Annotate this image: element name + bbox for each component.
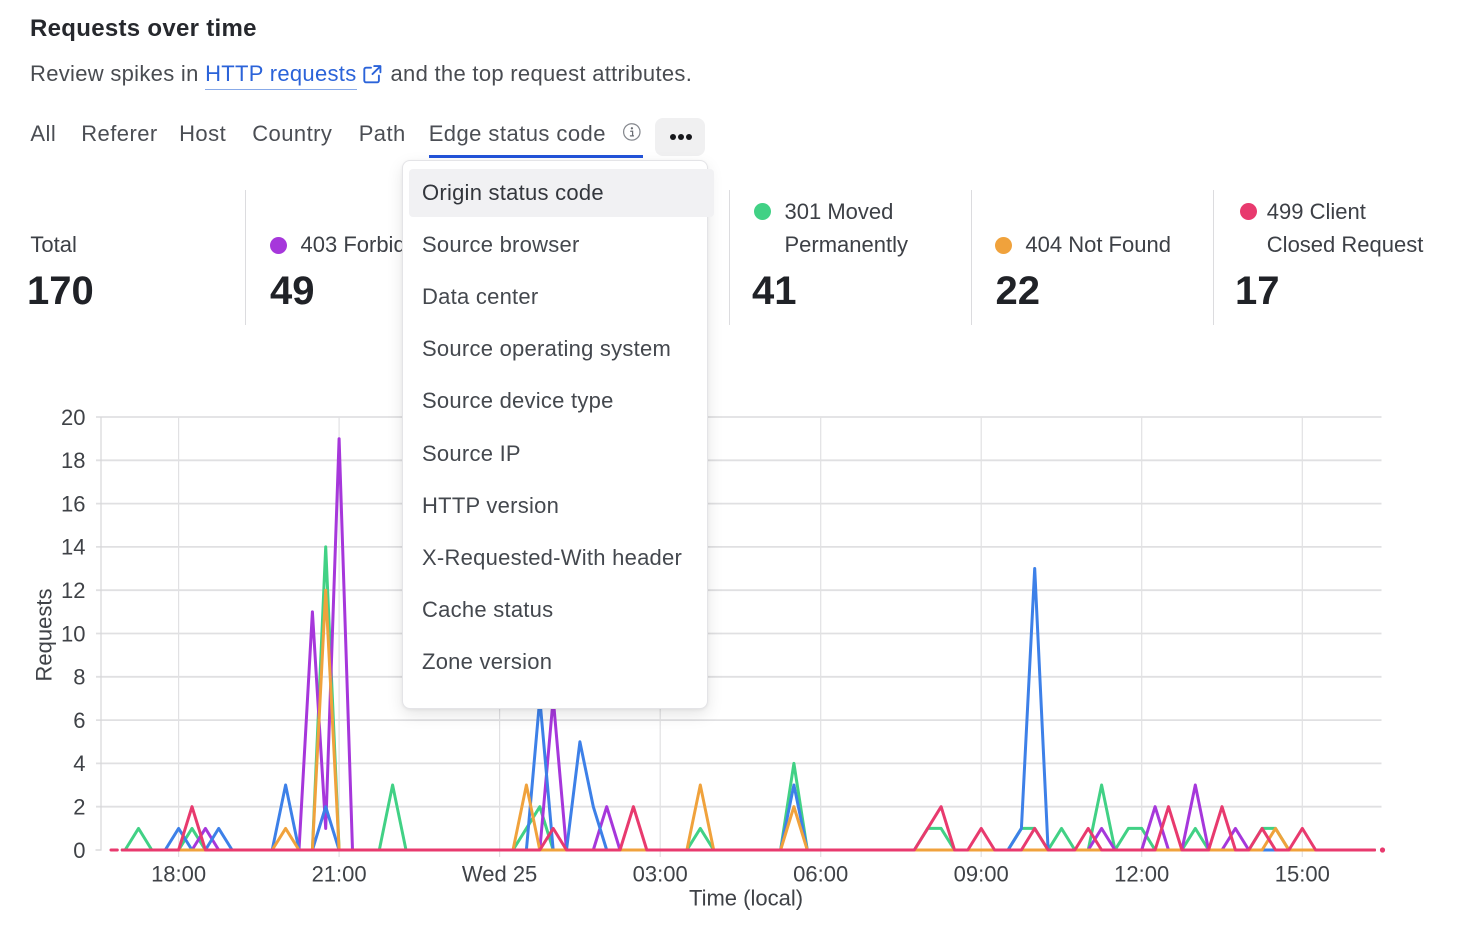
svg-text:Requests: Requests (32, 589, 57, 682)
svg-text:18: 18 (61, 448, 85, 473)
svg-text:2: 2 (73, 795, 85, 820)
svg-text:20: 20 (61, 405, 85, 430)
svg-text:Wed 25: Wed 25 (462, 862, 537, 887)
svg-text:15:00: 15:00 (1275, 862, 1330, 887)
svg-text:12: 12 (61, 578, 85, 603)
svg-text:06:00: 06:00 (793, 862, 848, 887)
svg-text:16: 16 (61, 491, 85, 516)
svg-text:10: 10 (61, 621, 85, 646)
svg-text:0: 0 (73, 838, 85, 863)
svg-text:6: 6 (73, 708, 85, 733)
svg-text:21:00: 21:00 (312, 862, 367, 887)
svg-text:4: 4 (73, 751, 85, 776)
svg-text:14: 14 (61, 535, 85, 560)
svg-text:09:00: 09:00 (954, 862, 1009, 887)
svg-text:18:00: 18:00 (151, 862, 206, 887)
svg-text:12:00: 12:00 (1114, 862, 1169, 887)
svg-text:8: 8 (73, 665, 85, 690)
svg-text:Time (local): Time (local) (689, 886, 803, 911)
svg-text:03:00: 03:00 (633, 862, 688, 887)
